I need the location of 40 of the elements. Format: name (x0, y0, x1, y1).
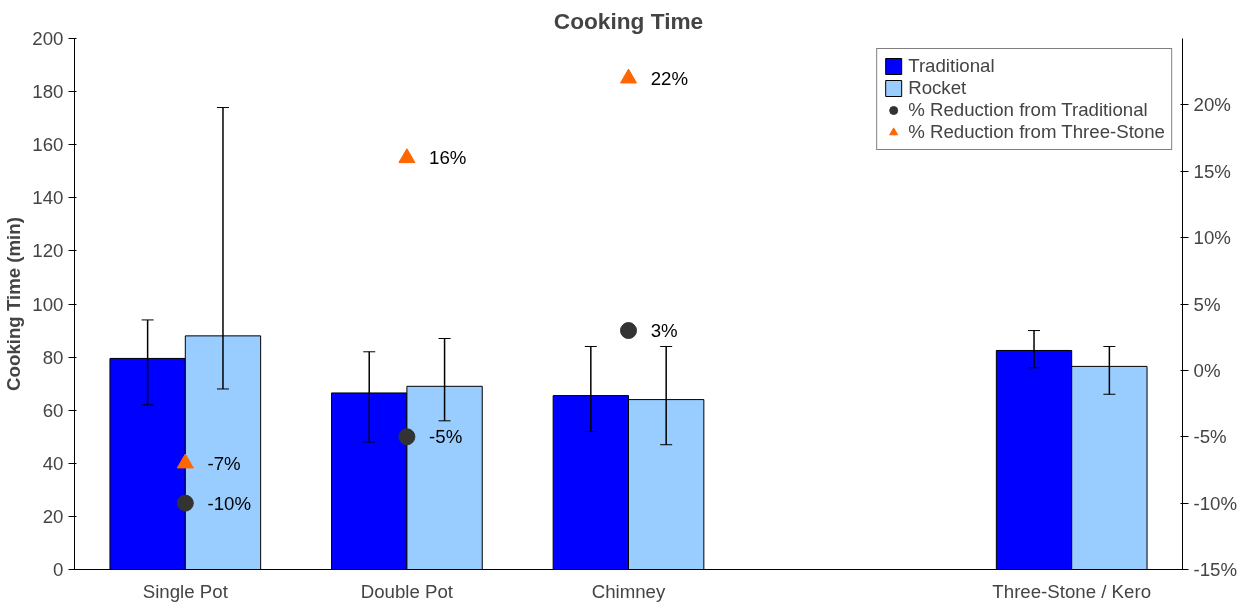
y-tick-label: 60 (42, 399, 64, 421)
y2-tick-label: -15% (1193, 559, 1238, 580)
y2-tick-label: -5% (1193, 426, 1227, 448)
data-label: -10% (207, 492, 252, 514)
y-tick-label: 160 (32, 134, 64, 156)
legend-label: % Reduction from Three-Stone (908, 121, 1165, 143)
x-tick-label: Chimney (591, 580, 666, 602)
data-label: -5% (429, 426, 463, 448)
legend-label: % Reduction from Traditional (908, 99, 1148, 121)
point (398, 148, 416, 164)
y-tick-label: 80 (42, 346, 64, 368)
y-tick-label: 40 (42, 452, 64, 474)
y-tick-label: 20 (42, 505, 64, 527)
chart-title: Cooking Time (553, 7, 704, 34)
data-label: 16% (429, 147, 467, 169)
y2-tick-label: -10% (1193, 492, 1238, 514)
point (176, 494, 194, 512)
y2-tick-label: 20% (1193, 94, 1231, 116)
y2-tick-label: 15% (1193, 160, 1231, 182)
y-tick-label: 140 (32, 187, 64, 209)
y-tick-label: 0 (53, 559, 64, 580)
legend-label: Rocket (908, 77, 967, 99)
point (398, 428, 416, 446)
data-label: 22% (650, 67, 688, 89)
point (620, 322, 637, 340)
y2-tick-label: 5% (1193, 293, 1221, 315)
x-tick-label: Double Pot (360, 580, 454, 602)
legend-label: Traditional (908, 55, 995, 77)
y-tick-label: 180 (32, 81, 64, 103)
data-label: 3% (650, 320, 678, 342)
point (620, 68, 637, 84)
y2-tick-label: 0% (1193, 359, 1221, 381)
x-tick-label: Three-Stone / Kero (992, 580, 1152, 602)
x-tick-label: Single Pot (142, 580, 229, 602)
y-tick-label: 200 (32, 28, 64, 49)
data-label: -7% (207, 452, 241, 474)
y-axis-title: Cooking Time (min) (3, 217, 25, 391)
y2-tick-label: 10% (1193, 227, 1231, 249)
y-tick-label: 120 (32, 240, 64, 262)
y-tick-label: 100 (32, 293, 64, 315)
